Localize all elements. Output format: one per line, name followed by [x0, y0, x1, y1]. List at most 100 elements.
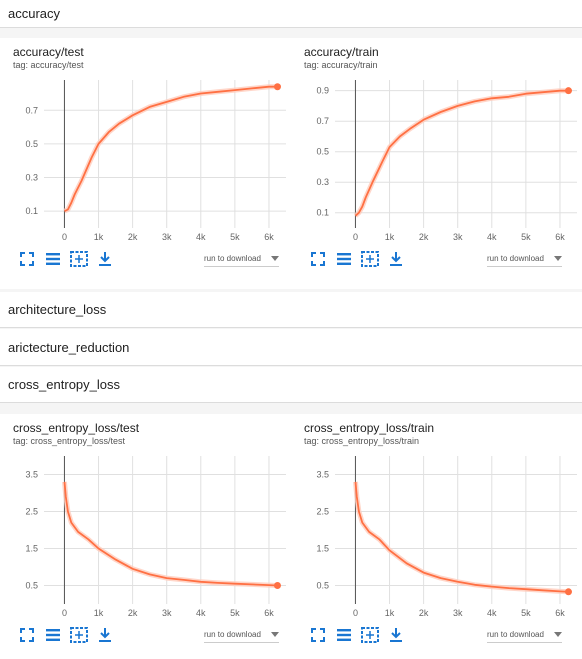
x-tick-label: 4k: [196, 232, 206, 242]
card-title: cross_entropy_loss/test: [13, 421, 140, 435]
card-tag: tag: accuracy/test: [13, 60, 84, 70]
scalar-card: cross_entropy_loss/train tag: cross_entr…: [291, 414, 582, 659]
x-tick-label: 4k: [487, 232, 497, 242]
x-tick-label: 3k: [453, 608, 463, 618]
x-tick-label: 5k: [521, 232, 531, 242]
last-point-marker: [564, 87, 572, 95]
fullscreen-icon[interactable]: [309, 626, 327, 644]
series-line: [354, 89, 569, 217]
run-to-download-select[interactable]: run to download: [487, 254, 562, 267]
fullscreen-icon[interactable]: [18, 250, 36, 268]
y-tick-label: 0.5: [25, 139, 38, 149]
x-tick-label: 2k: [419, 608, 429, 618]
fit-domain-icon[interactable]: [70, 250, 88, 268]
x-tick-label: 6k: [264, 232, 274, 242]
download-icon[interactable]: [96, 626, 114, 644]
fullscreen-icon[interactable]: [18, 626, 36, 644]
series-line: [64, 85, 278, 213]
chevron-down-icon: [553, 632, 562, 637]
scalar-card: accuracy/test tag: accuracy/test 0 1k 2k 3k…: [0, 38, 291, 289]
download-icon[interactable]: [387, 626, 405, 644]
x-tick-label: 0: [62, 232, 67, 242]
section-title: architecture_loss: [8, 302, 107, 317]
section-header-cross-entropy-loss[interactable]: cross_entropy_loss: [0, 367, 582, 403]
scalar-card: cross_entropy_loss/test tag: cross_entro…: [0, 414, 291, 659]
run-to-download-label: run to download: [487, 254, 544, 263]
series-line: [354, 481, 569, 593]
line-chart[interactable]: 0 1k 2k 3k 4k 5k 6k 0.5 1.5 2.5 3.5: [291, 414, 582, 624]
toggle-y-log-icon[interactable]: [44, 626, 62, 644]
fit-domain-icon[interactable]: [361, 250, 379, 268]
card-toolbar: [309, 626, 405, 644]
section-header-accuracy[interactable]: accuracy: [0, 0, 582, 28]
x-tick-label: 5k: [521, 608, 531, 618]
x-tick-label: 2k: [128, 232, 138, 242]
x-tick-label: 6k: [555, 232, 565, 242]
run-to-download-label: run to download: [204, 630, 261, 639]
download-icon[interactable]: [96, 250, 114, 268]
section-title: cross_entropy_loss: [8, 377, 120, 392]
section-title: accuracy: [8, 6, 61, 21]
series-line: [63, 481, 278, 587]
x-tick-label: 1k: [385, 608, 395, 618]
fit-domain-icon[interactable]: [361, 626, 379, 644]
x-tick-label: 0: [62, 608, 67, 618]
chevron-down-icon: [270, 256, 279, 261]
y-tick-label: 3.5: [25, 470, 38, 480]
scalar-card: accuracy/train tag: accuracy/train 0 1k 2k…: [291, 38, 582, 289]
x-tick-label: 2k: [128, 608, 138, 618]
y-tick-label: 1.5: [316, 544, 329, 554]
last-point-marker: [564, 588, 572, 596]
card-toolbar: [309, 250, 405, 268]
x-tick-label: 5k: [230, 232, 240, 242]
run-to-download-label: run to download: [204, 254, 261, 263]
x-tick-label: 3k: [162, 232, 172, 242]
run-to-download-select[interactable]: run to download: [204, 630, 279, 643]
chevron-down-icon: [270, 632, 279, 637]
line-chart[interactable]: 0 1k 2k 3k 4k 5k 6k 0.1 0.3 0.5 0.7: [0, 38, 291, 248]
x-tick-label: 0: [353, 608, 358, 618]
section-header-arictecture-reduction[interactable]: arictecture_reduction: [0, 329, 582, 366]
card-tag: tag: cross_entropy_loss/train: [304, 436, 420, 446]
y-tick-label: 1.5: [25, 544, 38, 554]
x-tick-label: 2k: [419, 232, 429, 242]
x-tick-label: 4k: [196, 608, 206, 618]
last-point-marker: [273, 582, 281, 589]
fullscreen-icon[interactable]: [309, 250, 327, 268]
y-tick-label: 0.1: [25, 206, 38, 216]
x-tick-label: 3k: [453, 232, 463, 242]
toggle-y-log-icon[interactable]: [44, 250, 62, 268]
toggle-y-log-icon[interactable]: [335, 626, 353, 644]
x-tick-label: 6k: [264, 608, 274, 618]
run-to-download-label: run to download: [487, 630, 544, 639]
y-tick-label: 0.3: [25, 173, 38, 183]
y-tick-label: 0.7: [316, 116, 329, 126]
fit-domain-icon[interactable]: [70, 626, 88, 644]
x-tick-label: 0: [353, 232, 358, 242]
section-title: arictecture_reduction: [8, 339, 130, 355]
run-to-download-select[interactable]: run to download: [204, 254, 279, 267]
x-tick-label: 1k: [385, 232, 395, 242]
last-point-marker: [273, 83, 281, 91]
line-chart[interactable]: 0 1k 2k 3k 4k 5k 6k 0.5 1.5 2.5 3.5: [0, 414, 291, 624]
download-icon[interactable]: [387, 250, 405, 268]
y-tick-label: 0.1: [316, 208, 329, 218]
y-tick-label: 0.7: [25, 105, 38, 115]
x-tick-label: 3k: [162, 608, 172, 618]
y-tick-label: 0.3: [316, 177, 329, 187]
run-to-download-select[interactable]: run to download: [487, 630, 562, 643]
y-tick-label: 3.5: [316, 470, 329, 480]
y-tick-label: 2.5: [25, 507, 38, 517]
toggle-y-log-icon[interactable]: [335, 250, 353, 268]
line-chart[interactable]: 0 1k 2k 3k 4k 5k 6k 0.1 0.3 0.5 0.7 0.9: [291, 38, 582, 248]
card-tag: tag: cross_entropy_loss/test: [13, 436, 126, 446]
x-tick-label: 1k: [94, 608, 104, 618]
card-title: cross_entropy_loss/train: [304, 421, 435, 435]
y-tick-label: 0.5: [316, 147, 329, 157]
y-tick-label: 0.9: [316, 86, 329, 96]
section-header-architecture-loss[interactable]: architecture_loss: [0, 292, 582, 328]
card-toolbar: [18, 250, 114, 268]
card-title: accuracy/train: [304, 45, 379, 59]
raw-series-line: [353, 481, 569, 595]
y-tick-label: 2.5: [316, 507, 329, 517]
